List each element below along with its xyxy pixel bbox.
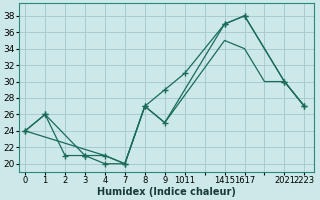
X-axis label: Humidex (Indice chaleur): Humidex (Indice chaleur) xyxy=(97,187,236,197)
